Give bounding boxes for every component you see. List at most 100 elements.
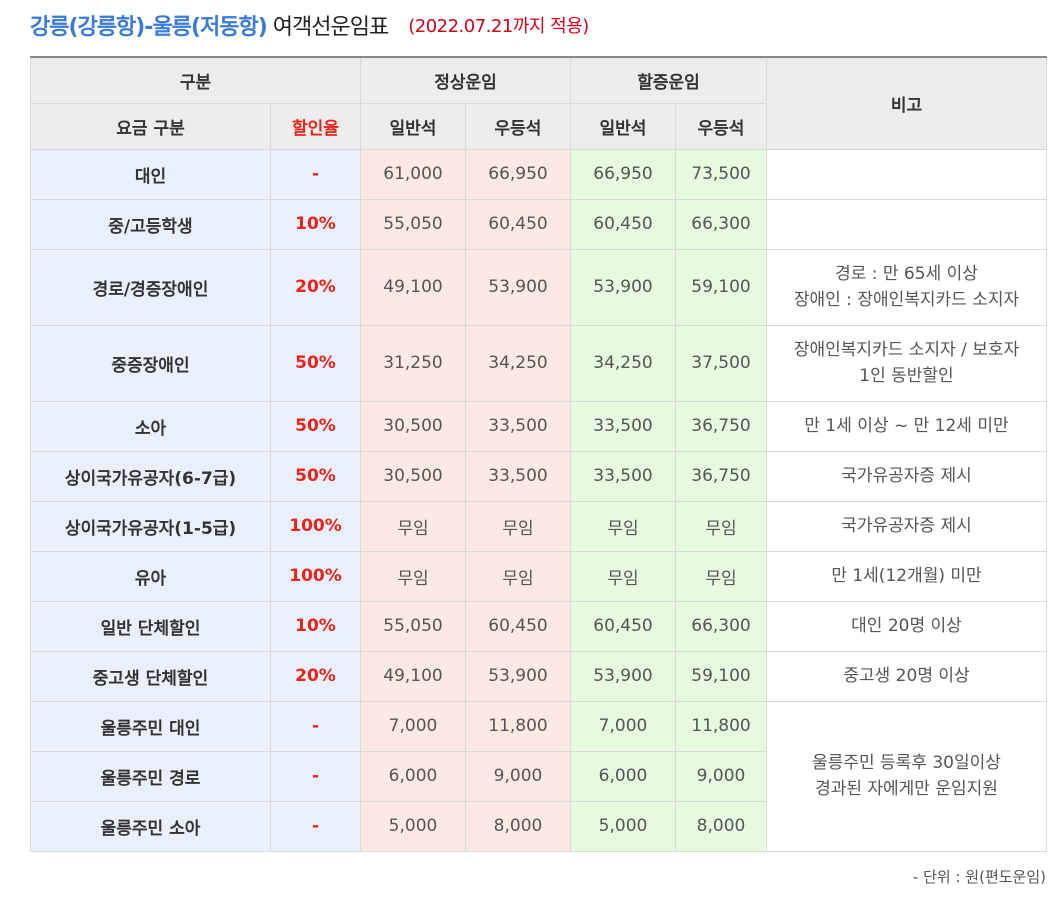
remark-text: 울릉주민 등록후 30일이상 [812, 753, 1001, 773]
table-row: 상이국가유공자(1-5급) 100% 무임 무임 무임 무임 국가유공자증 제시 [30, 500, 1047, 552]
surcharge-premium-fare: 8,000 [675, 800, 767, 852]
table-title: 여객선운임표 [272, 15, 389, 40]
header-row-1: 구분 정상운임 할증운임 비고 [30, 56, 1047, 150]
normal-premium-fare: 66,950 [465, 148, 571, 200]
table-row: 일반 단체할인 10% 55,050 60,450 60,450 66,300 … [30, 600, 1047, 652]
surcharge-general-fare: 5,000 [570, 800, 676, 852]
table-row: 경로/경증장애인 20% 49,100 53,900 53,900 59,100… [30, 248, 1047, 326]
remark-cell: 대인 20명 이상 [766, 600, 1047, 652]
discount-rate: - [270, 148, 361, 200]
normal-general-fare: 31,250 [360, 324, 466, 402]
resident-remark-cell: 울릉주민 등록후 30일이상 경과된 자에게만 운임지원 [766, 700, 1047, 852]
normal-premium-fare: 8,000 [465, 800, 571, 852]
normal-general-fare: 무임 [360, 550, 466, 602]
header-fare-type: 요금 구분 [30, 102, 271, 150]
fare-category: 경로/경증장애인 [30, 248, 271, 326]
surcharge-premium-fare: 59,100 [675, 248, 767, 326]
discount-rate: 100% [270, 550, 361, 602]
remark-text: 만 1세 이상 ~ 만 12세 미만 [804, 416, 1009, 436]
remark-cell: 만 1세 이상 ~ 만 12세 미만 [766, 400, 1047, 452]
surcharge-general-fare: 33,500 [570, 450, 676, 502]
fare-category: 유아 [30, 550, 271, 602]
surcharge-general-fare: 33,500 [570, 400, 676, 452]
normal-general-fare: 7,000 [360, 700, 466, 752]
header-remarks: 비고 [766, 56, 1047, 150]
header-normal-premium: 우등석 [465, 102, 571, 150]
remark-cell [766, 198, 1047, 250]
normal-general-fare: 6,000 [360, 750, 466, 802]
surcharge-general-fare: 53,900 [570, 248, 676, 326]
surcharge-general-fare: 66,950 [570, 148, 676, 200]
fare-category: 소아 [30, 400, 271, 452]
surcharge-premium-fare: 37,500 [675, 324, 767, 402]
table-row: 소아 50% 30,500 33,500 33,500 36,750 만 1세 … [30, 400, 1047, 452]
header-surcharge-fare: 할증운임 [570, 56, 767, 104]
normal-premium-fare: 11,800 [465, 700, 571, 752]
remark-cell: 국가유공자증 제시 [766, 450, 1047, 502]
remark-text: 만 1세(12개월) 미만 [831, 566, 982, 586]
normal-general-fare: 5,000 [360, 800, 466, 852]
normal-premium-fare: 60,450 [465, 198, 571, 250]
normal-premium-fare: 33,500 [465, 450, 571, 502]
header-group: 구분 [30, 56, 361, 104]
normal-premium-fare: 34,250 [465, 324, 571, 402]
remark-text: 국가유공자증 제시 [841, 466, 972, 486]
table-row: 울릉주민 대인 - 7,000 11,800 7,000 11,800 울릉주민… [30, 700, 1047, 852]
page-title: 강릉(강릉항)-울릉(저동항) 여객선운임표 (2022.07.21까지 적용) [30, 8, 589, 42]
discount-rate: - [270, 800, 361, 852]
surcharge-premium-fare: 9,000 [675, 750, 767, 802]
discount-rate: 20% [270, 248, 361, 326]
remark-cell: 만 1세(12개월) 미만 [766, 550, 1047, 602]
table-row: 중증장애인 50% 31,250 34,250 34,250 37,500 장애… [30, 324, 1047, 402]
table-row: 유아 100% 무임 무임 무임 무임 만 1세(12개월) 미만 [30, 550, 1047, 602]
fare-category: 울릉주민 경로 [30, 750, 271, 802]
normal-general-fare: 61,000 [360, 148, 466, 200]
surcharge-premium-fare: 66,300 [675, 600, 767, 652]
surcharge-premium-fare: 59,100 [675, 650, 767, 702]
header-discount-rate: 할인율 [270, 102, 361, 150]
discount-rate: - [270, 700, 361, 752]
discount-rate: - [270, 750, 361, 802]
remark-text: 장애인 : 장애인복지카드 소지자 [793, 290, 1020, 310]
fare-category: 울릉주민 소아 [30, 800, 271, 852]
surcharge-general-fare: 무임 [570, 500, 676, 552]
remark-text: 경로 : 만 65세 이상 [835, 264, 978, 284]
normal-general-fare: 30,500 [360, 400, 466, 452]
header-normal-fare: 정상운임 [360, 56, 571, 104]
surcharge-general-fare: 6,000 [570, 750, 676, 802]
normal-general-fare: 49,100 [360, 650, 466, 702]
header-surcharge-premium: 우등석 [675, 102, 767, 150]
table-row: 상이국가유공자(6-7급) 50% 30,500 33,500 33,500 3… [30, 450, 1047, 502]
remark-text: 중고생 20명 이상 [843, 666, 970, 686]
remark-text: 경과된 자에게만 운임지원 [815, 779, 998, 799]
remark-text: 장애인복지카드 소지자 / 보호자 [793, 340, 1020, 360]
normal-premium-fare: 53,900 [465, 248, 571, 326]
header-row-2: 요금 구분 할인율 일반석 우등석 일반석 우등석 [30, 102, 1047, 150]
table-row: 울릉주민 소아 - 5,000 8,000 5,000 8,000 [30, 800, 1047, 852]
discount-rate: 50% [270, 324, 361, 402]
surcharge-general-fare: 60,450 [570, 198, 676, 250]
surcharge-premium-fare: 무임 [675, 550, 767, 602]
normal-premium-fare: 53,900 [465, 650, 571, 702]
surcharge-general-fare: 53,900 [570, 650, 676, 702]
remark-text: 1인 동반할인 [859, 366, 954, 386]
header-normal-general: 일반석 [360, 102, 466, 150]
normal-general-fare: 무임 [360, 500, 466, 552]
remark-cell: 중고생 20명 이상 [766, 650, 1047, 702]
surcharge-general-fare: 60,450 [570, 600, 676, 652]
fare-category: 중/고등학생 [30, 198, 271, 250]
discount-rate: 100% [270, 500, 361, 552]
table-row: 중/고등학생 10% 55,050 60,450 60,450 66,300 [30, 198, 1047, 250]
surcharge-general-fare: 34,250 [570, 324, 676, 402]
surcharge-premium-fare: 66,300 [675, 198, 767, 250]
normal-premium-fare: 33,500 [465, 400, 571, 452]
fare-category: 울릉주민 대인 [30, 700, 271, 752]
surcharge-premium-fare: 36,750 [675, 400, 767, 452]
unit-note: - 단위 : 원(편도운임) [912, 868, 1046, 886]
normal-premium-fare: 무임 [465, 500, 571, 552]
normal-premium-fare: 9,000 [465, 750, 571, 802]
normal-general-fare: 30,500 [360, 450, 466, 502]
discount-rate: 10% [270, 600, 361, 652]
normal-general-fare: 55,050 [360, 600, 466, 652]
header-surcharge-general: 일반석 [570, 102, 676, 150]
